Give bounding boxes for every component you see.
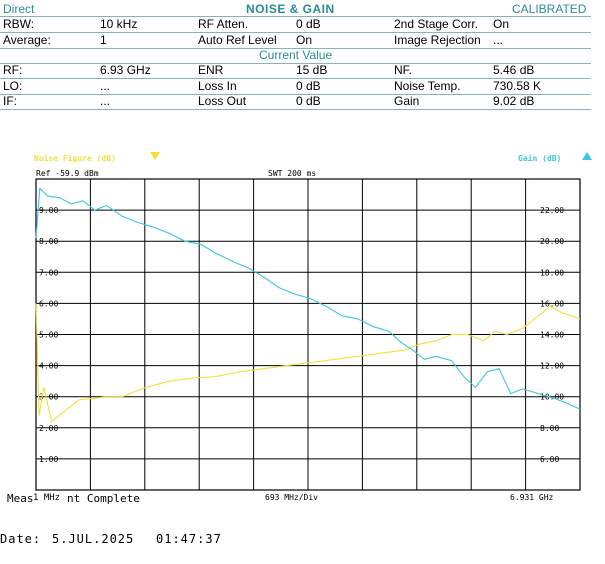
y-right-tick-label: 6.00: [540, 455, 559, 464]
y-right-tick-label: 12.00: [540, 362, 564, 371]
settings-row-1: RBW: 10 kHz RF Atten. 0 dB 2nd Stage Cor…: [0, 17, 591, 32]
y-right-tick-label: 22.00: [540, 206, 564, 215]
loss-in-label: Loss In: [198, 79, 237, 93]
divider: [0, 94, 591, 95]
loss-out-value: 0 dB: [296, 94, 321, 108]
y-left-tick-label: 1.00: [39, 455, 58, 464]
calibration-status: CALIBRATED: [512, 2, 587, 16]
divider: [0, 32, 591, 33]
rf-value: 6.93 GHz: [100, 63, 151, 77]
y-right-tick-label: 18.00: [540, 268, 564, 277]
y-left-tick-label: 7.00: [39, 268, 58, 277]
y-right-tick-label: 16.00: [540, 299, 564, 308]
divider: [0, 63, 591, 64]
mode-label: Direct: [3, 2, 35, 16]
auto-ref-value: On: [296, 33, 313, 47]
current-value-heading-row: Current Value: [0, 48, 591, 63]
time-value: 01:47:37: [156, 532, 222, 546]
second-stage-value: On: [493, 17, 510, 31]
rf-label: RF:: [3, 63, 23, 77]
if-label: IF:: [3, 94, 17, 108]
second-stage-label: 2nd Stage Corr.: [394, 17, 479, 31]
y-right-tick-label: 8.00: [540, 424, 559, 433]
rf-atten-label: RF Atten.: [198, 17, 249, 31]
noise-figure-trace: [35, 303, 581, 423]
loss-in-value: 0 dB: [296, 79, 321, 93]
if-value: ...: [100, 94, 111, 108]
divider: [0, 109, 591, 110]
current-row-2: LO: ... Loss In 0 dB Noise Temp. 730.58 …: [0, 79, 591, 94]
y-left-tick-label: 8.00: [39, 237, 58, 246]
meas-label: Meas: [7, 492, 34, 505]
enr-value: 15 dB: [296, 63, 328, 77]
noise-temp-label: Noise Temp.: [394, 79, 461, 93]
gain-value: 9.02 dB: [493, 94, 535, 108]
average-value: 1: [100, 33, 107, 47]
ref-level-label: Ref -59.9 dBm: [36, 169, 99, 178]
y-left-tick-label: 3.00: [39, 393, 58, 402]
meas-status: nt Complete: [67, 492, 140, 505]
date-value: 5.JUL.2025: [52, 532, 135, 546]
header-bar: Direct NOISE & GAIN CALIBRATED: [0, 2, 591, 17]
sweep-time-label: SWT 200 ms: [268, 169, 316, 178]
legend-noise-figure: Noise Figure (dB): [34, 153, 116, 163]
current-row-3: IF: ... Loss Out 0 dB Gain 9.02 dB: [0, 94, 591, 109]
nf-label: NF.: [394, 63, 412, 77]
triangle-down-icon: [150, 152, 160, 160]
current-value-heading: Current Value: [259, 48, 333, 62]
settings-row-2: Average: 1 Auto Ref Level On Image Rejec…: [0, 33, 591, 48]
x-stop-label: 6.931 GHz: [510, 493, 554, 502]
rf-atten-value: 0 dB: [296, 17, 321, 31]
y-right-tick-label: 14.00: [540, 331, 564, 340]
y-left-tick-label: 6.00: [39, 299, 58, 308]
rbw-label: RBW:: [3, 17, 35, 31]
average-label: Average:: [3, 33, 51, 47]
image-rejection-label: Image Rejection: [394, 33, 481, 47]
date-label: Date:: [0, 532, 42, 546]
gain-label: Gain: [394, 94, 420, 108]
divider: [0, 78, 591, 79]
auto-ref-label: Auto Ref Level: [198, 33, 277, 47]
rbw-value: 10 kHz: [100, 17, 138, 31]
lo-label: LO:: [3, 79, 23, 93]
noise-temp-value: 730.58 K: [493, 79, 542, 93]
legend-gain: Gain (dB): [518, 153, 561, 163]
y-left-tick-label: 5.00: [39, 331, 58, 340]
lo-value: ...: [100, 79, 111, 93]
enr-label: ENR: [198, 63, 224, 77]
divider: [0, 48, 591, 49]
y-left-tick-label: 2.00: [39, 424, 58, 433]
nf-value: 5.46 dB: [493, 63, 535, 77]
y-left-tick-label: 9.00: [39, 206, 58, 215]
page-title: NOISE & GAIN: [246, 2, 335, 16]
y-left-tick-label: 4.00: [39, 362, 58, 371]
loss-out-label: Loss Out: [198, 94, 247, 108]
x-div-label: 693 MHz/Div: [265, 493, 318, 502]
noise-gain-chart: Noise Figure (dB) Gain (dB) Ref -59.9 dBm S…: [33, 152, 592, 503]
y-right-tick-label: 20.00: [540, 237, 564, 246]
gain-trace: [35, 187, 581, 410]
image-rejection-value: ...: [493, 33, 504, 47]
divider: [0, 16, 591, 17]
current-row-1: RF: 6.93 GHz ENR 15 dB NF. 5.46 dB: [0, 63, 591, 78]
triangle-up-icon: [582, 152, 592, 160]
x-start-label: 1 MHz: [33, 493, 60, 503]
